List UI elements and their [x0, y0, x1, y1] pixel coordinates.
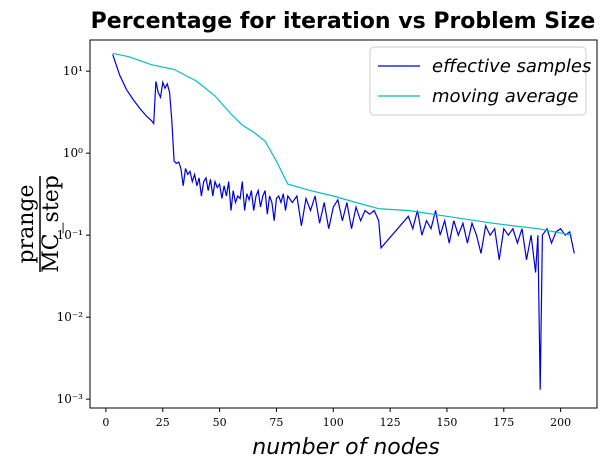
- y-tick-label: 10¹: [63, 64, 83, 78]
- y-label-numerator: prange: [14, 185, 39, 264]
- legend-box: [369, 46, 587, 116]
- y-tick-label: 10⁰: [63, 146, 83, 160]
- x-tick-label: 100: [323, 416, 344, 429]
- x-tick-label: 25: [156, 416, 170, 429]
- x-tick-label: 125: [380, 416, 401, 429]
- x-tick-label: 200: [550, 416, 571, 429]
- chart-title: Percentage for iteration vs Problem Size: [91, 9, 596, 34]
- legend-label: effective samples: [432, 56, 591, 77]
- series-line: [112, 54, 575, 390]
- x-tick-label: 150: [436, 416, 457, 429]
- x-tick-label: 75: [269, 416, 283, 429]
- x-axis-label: number of nodes: [252, 435, 439, 460]
- series-line: [112, 52, 573, 236]
- y-label-denominator: MC_step: [39, 175, 64, 273]
- y-axis-label: prange MC_step: [14, 175, 64, 273]
- y-tick-label: 10⁻¹: [57, 228, 83, 242]
- plot-frame: [89, 39, 598, 409]
- x-tick-label: 0: [102, 416, 109, 429]
- y-tick-label: 10⁻³: [57, 392, 84, 406]
- y-tick-label: 10⁻²: [57, 310, 84, 324]
- x-tick-label: 175: [493, 416, 514, 429]
- x-tick-label: 50: [213, 416, 227, 429]
- legend-label: moving average: [432, 86, 578, 107]
